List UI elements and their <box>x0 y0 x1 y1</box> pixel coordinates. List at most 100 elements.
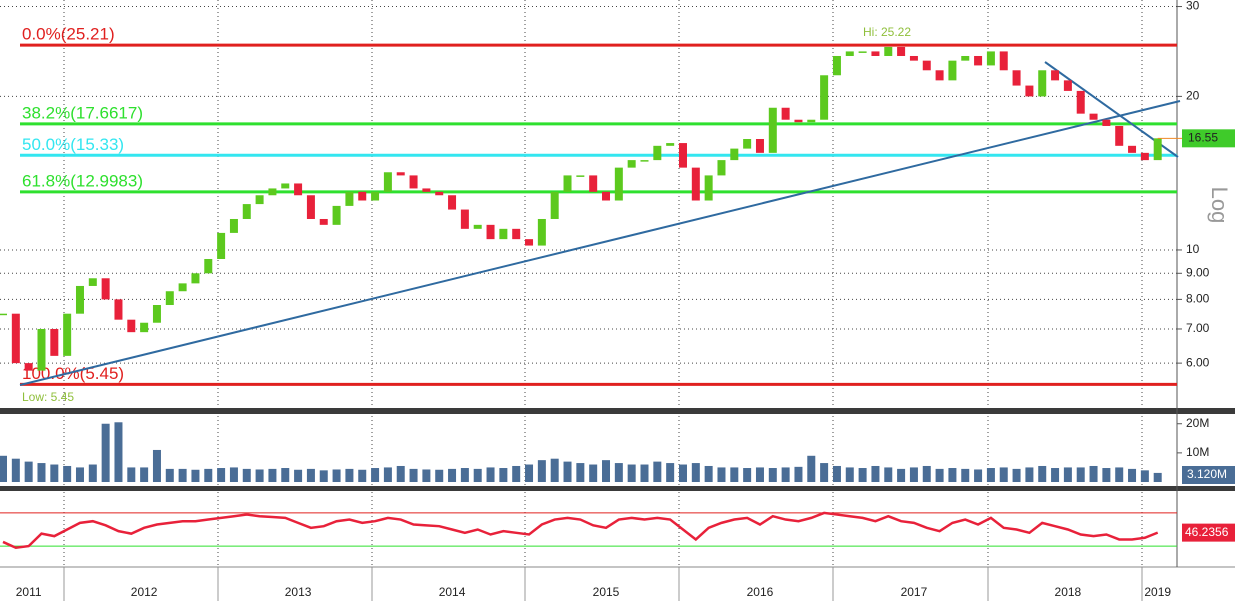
last-rsi-label: 46.2356 <box>1185 525 1229 539</box>
volume-bar <box>319 470 328 482</box>
candle <box>550 191 559 219</box>
fib-label: 61.8%(12.9983) <box>22 171 143 190</box>
volume-bar <box>704 465 713 482</box>
candle <box>512 228 521 240</box>
candle <box>152 305 161 323</box>
volume-bar <box>512 465 521 482</box>
volume-bar <box>101 423 110 482</box>
candle <box>986 51 995 66</box>
y-tick-label: 9.00 <box>1186 265 1210 279</box>
volume-bar <box>897 468 906 482</box>
fib-label: 50.0%(15.33) <box>22 135 124 154</box>
volume-bar <box>422 469 431 482</box>
volume-bar <box>781 467 790 482</box>
candle <box>191 273 200 284</box>
volume-bar <box>460 468 469 482</box>
candle <box>832 55 841 76</box>
candle <box>281 183 290 189</box>
volume-bar <box>435 469 444 482</box>
candle <box>63 313 72 356</box>
candle <box>486 224 495 240</box>
volume-bar <box>191 469 200 482</box>
volume-bar <box>165 468 174 482</box>
candle <box>999 51 1008 71</box>
fib-label: 38.2%(17.6617) <box>22 103 143 122</box>
volume-bar <box>114 422 123 482</box>
y-tick-label: 20 <box>1186 89 1200 103</box>
candle <box>306 195 315 219</box>
volume-bar <box>242 468 251 482</box>
candle <box>127 319 136 333</box>
volume-bar <box>794 466 803 482</box>
x-tick-label: 2013 <box>285 585 312 599</box>
volume-bar <box>1102 468 1111 482</box>
candle <box>845 51 854 56</box>
candle <box>448 195 457 210</box>
volume-bar <box>743 468 752 482</box>
volume-bar <box>1051 468 1060 482</box>
candle <box>242 204 251 219</box>
candle <box>460 209 469 229</box>
last-volume-box <box>1182 466 1235 484</box>
x-tick-label: 2011 <box>16 585 42 599</box>
y-tick-label: 20M <box>1186 416 1209 430</box>
candle <box>1153 138 1162 161</box>
candle <box>383 172 392 192</box>
volume-bar <box>448 468 457 482</box>
candle <box>24 363 33 371</box>
panel-separator <box>0 408 1235 414</box>
y-tick-label: 7.00 <box>1186 321 1210 335</box>
volume-bar <box>640 464 649 482</box>
rsi-line <box>2 511 1159 550</box>
candle <box>858 51 867 53</box>
volume-bar <box>409 468 418 482</box>
volume-bar <box>909 467 918 482</box>
volume-bar <box>229 467 238 482</box>
volume-bar <box>832 465 841 482</box>
candle <box>666 143 675 146</box>
volume-bar <box>88 464 97 482</box>
volume-bar <box>986 468 995 482</box>
candle <box>140 322 149 333</box>
candle <box>11 313 20 364</box>
candle <box>1051 70 1060 81</box>
candle <box>473 224 482 229</box>
volume-bar <box>50 464 59 482</box>
candle <box>435 191 444 196</box>
volume-bar <box>678 464 687 482</box>
volume-bar <box>24 461 33 482</box>
candle <box>268 188 277 196</box>
candle <box>743 139 752 149</box>
y-tick-label: 30 <box>1186 0 1200 13</box>
candle <box>1038 70 1047 97</box>
volume-bar <box>75 467 84 482</box>
candle <box>691 167 700 201</box>
volume-bar <box>858 468 867 482</box>
candle <box>409 175 418 189</box>
last-volume-label: 3.120M <box>1187 467 1227 481</box>
volume-bar <box>935 468 944 482</box>
volume-bar <box>371 468 380 482</box>
candle <box>1140 152 1149 161</box>
last-rsi-box <box>1182 523 1235 542</box>
candle <box>755 139 764 153</box>
volume-bar <box>486 467 495 482</box>
candle <box>422 188 431 192</box>
candle <box>537 218 546 246</box>
volume-bar <box>576 463 585 482</box>
volume-bar <box>820 463 829 482</box>
volume-bar <box>1012 468 1021 482</box>
candle <box>165 291 174 306</box>
trend-line <box>19 100 1181 386</box>
candle <box>1076 90 1085 114</box>
candle <box>935 70 944 81</box>
low-annotation: Low: 5.45 <box>22 390 74 404</box>
candle <box>499 228 508 240</box>
volume-bar <box>178 468 187 482</box>
volume-bar <box>807 455 816 482</box>
panel-separator <box>0 486 1235 491</box>
volume-bar <box>1089 465 1098 482</box>
volume-bar <box>1115 467 1124 482</box>
volume-bar <box>755 467 764 482</box>
